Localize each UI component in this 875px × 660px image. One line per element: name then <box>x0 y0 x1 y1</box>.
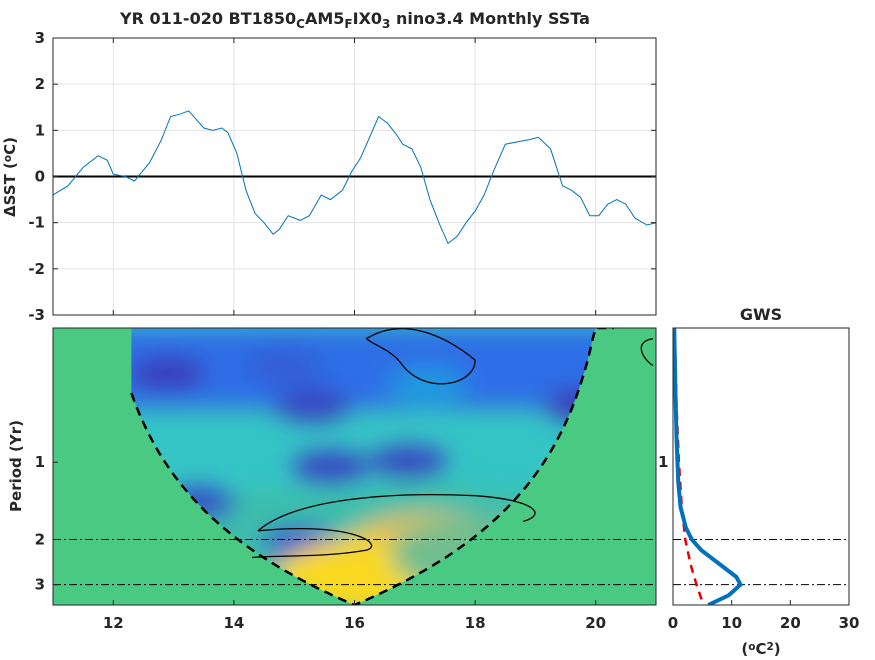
wavelet-x-tick-label: 16 <box>344 614 365 632</box>
wavelet-x-tick-label: 14 <box>223 614 244 632</box>
gws-x-axis-label: (oC2) <box>741 640 780 656</box>
gws-x-tick-label: 30 <box>839 614 860 632</box>
gws-x-ticks: 0 10 20 30 <box>668 600 860 632</box>
sst-y-tick-label: -3 <box>28 306 45 324</box>
wavelet-y-tick-label: 1 <box>35 453 45 471</box>
power-blob <box>128 356 207 390</box>
sst-timeseries-panel: 3 2 1 0 -1 -2 -3 ΔSST (oC) <box>1 29 657 324</box>
wavelet-x-tick-label: 20 <box>585 614 606 632</box>
sst-y-ticks: 3 2 1 0 -1 -2 -3 <box>28 29 656 324</box>
sst-y-tick-label: 0 <box>35 168 45 186</box>
sst-y-tick-label: 2 <box>35 75 45 93</box>
significance-contour-corner <box>640 337 654 367</box>
sst-y-tick-label: 1 <box>35 121 45 139</box>
chart-title: YR 011-020 BT1850CAM5FIX03 nino3.4 Month… <box>119 9 590 31</box>
sst-y-tick-label: -1 <box>28 214 45 232</box>
gws-period-lines: 23 <box>658 530 849 594</box>
gws-y-tick-label: 3 <box>658 576 668 594</box>
gws-power-line <box>673 328 744 605</box>
gws-y-tick-label: 1 <box>658 453 668 471</box>
sst-y-tick-label: -2 <box>28 260 45 278</box>
wavelet-y-axis-label: Period (Yr) <box>7 420 25 512</box>
gws-y-tick-label: 2 <box>658 530 668 548</box>
power-blob <box>369 445 448 479</box>
sst-y-axis-label: ΔSST (oC) <box>1 137 19 217</box>
power-blob <box>243 349 322 383</box>
wavelet-x-tick-label: 18 <box>465 614 486 632</box>
significance-contour-top <box>365 328 476 385</box>
gws-x-tick-label: 20 <box>780 614 801 632</box>
sst-y-tick-label: 3 <box>35 29 45 47</box>
cone-of-influence <box>130 328 614 605</box>
wavelet-y-tick-label: 3 <box>35 576 45 594</box>
wavelet-power-panel: 123 12 14 16 18 20 Period (Yr) <box>7 327 657 632</box>
wavelet-y-ticks: 1 2 3 <box>35 453 58 594</box>
significance-contour-middle <box>251 494 536 559</box>
power-blob <box>387 368 466 402</box>
wavelet-cone-mask <box>53 328 656 605</box>
wavelet-y-tick-label: 2 <box>35 530 45 548</box>
gws-x-tick-label: 0 <box>668 614 678 632</box>
power-blob <box>273 388 352 422</box>
wavelet-x-ticks: 12 14 16 18 20 <box>103 600 606 632</box>
sst-anomaly-line <box>53 110 656 245</box>
gws-title: GWS <box>740 305 782 324</box>
gws-x-tick-label: 10 <box>721 614 742 632</box>
wavelet-x-tick-label: 12 <box>103 614 124 632</box>
wavelet-period-lines <box>53 538 656 586</box>
power-blob <box>291 451 370 485</box>
gws-panel: GWS 23 0 10 20 30 (oC2) 1 <box>658 305 860 658</box>
